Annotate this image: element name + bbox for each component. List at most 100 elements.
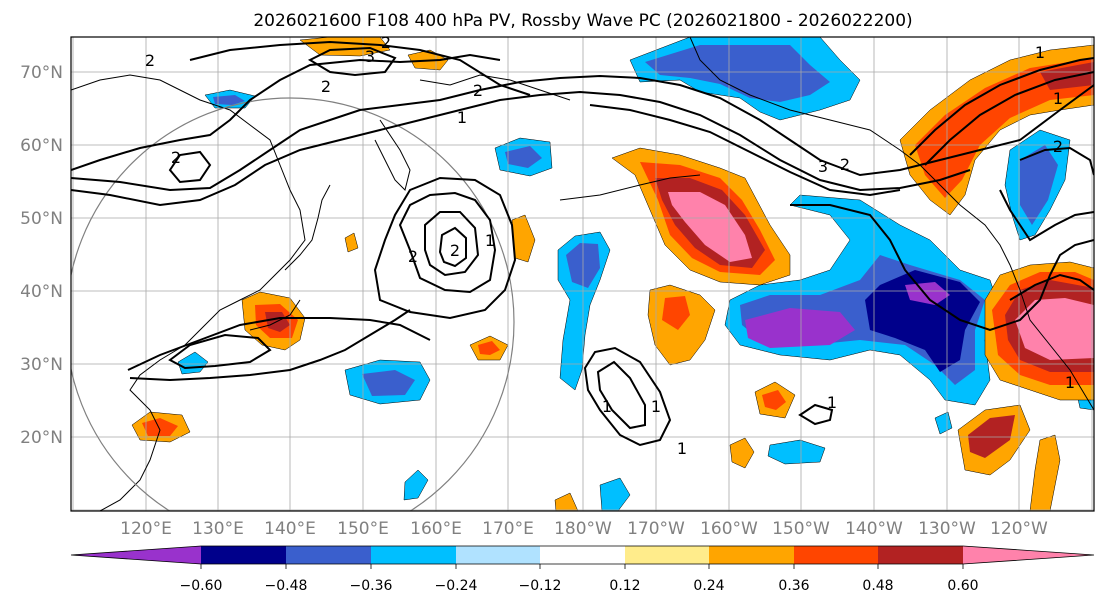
lon-label: 120°E bbox=[120, 519, 172, 539]
latitude-labels: 70°N 60°N 50°N 40°N 30°N 20°N bbox=[20, 63, 63, 448]
lon-label: 160°W bbox=[700, 519, 758, 539]
neg-anomaly-aleutian-small-core bbox=[505, 146, 542, 168]
contour-line-canada-3 bbox=[1019, 146, 1094, 176]
colorbar-swatch bbox=[456, 546, 540, 564]
colorbar-swatch bbox=[878, 546, 963, 564]
neg-anomaly-east-pacific-dark bbox=[865, 270, 980, 372]
map-title: 2026021600 F108 400 hPa PV, Rossby Wave … bbox=[253, 11, 912, 31]
colorbar-tick-label: 0.36 bbox=[778, 578, 809, 594]
contour-label-12: 3 bbox=[818, 157, 828, 176]
pos-anomaly-subtropical-band-core bbox=[662, 296, 690, 330]
lat-label: 60°N bbox=[20, 136, 63, 156]
colorbar-swatch bbox=[709, 546, 794, 564]
pos-anomaly-baja-core bbox=[968, 415, 1015, 458]
contour-line-east-pacific-1 bbox=[790, 204, 1094, 332]
colorbar-tick-label: −0.12 bbox=[519, 578, 562, 594]
colorbar-extend-max bbox=[963, 546, 1094, 564]
contour-label-4: 2 bbox=[381, 33, 391, 52]
colorbar-tick-label: −0.48 bbox=[265, 578, 308, 594]
colorbar-swatch bbox=[371, 546, 456, 564]
pos-anomaly-canada-west-red bbox=[915, 58, 1094, 198]
contour-label-7: 2 bbox=[473, 81, 483, 100]
contour-line-arctic-1 bbox=[71, 53, 501, 171]
neg-anomaly-east-pacific-purple-1 bbox=[745, 308, 855, 348]
longitude-labels: 120°E 130°E 140°E 150°E 160°E 170°E 180°… bbox=[120, 519, 1048, 539]
pos-anomaly-canada-west-darkred bbox=[1040, 62, 1094, 90]
lon-label: 170°E bbox=[482, 519, 534, 539]
neg-anomaly-north-america-core bbox=[1020, 145, 1058, 225]
lat-label: 20°N bbox=[20, 428, 63, 448]
colorbar-swatch bbox=[625, 546, 709, 564]
lon-label: 140°E bbox=[264, 519, 316, 539]
coastline-alaska bbox=[689, 37, 1094, 411]
colorbar-tick-label: −0.36 bbox=[350, 578, 393, 594]
colorbar-extend-min bbox=[71, 546, 201, 564]
colorbar-swatch bbox=[794, 546, 878, 564]
colorbar-tick-label: −0.60 bbox=[180, 578, 223, 594]
contour-line-arctic-2 bbox=[189, 40, 531, 96]
contour-line-low-outer bbox=[373, 176, 517, 320]
contour-label-3: 3 bbox=[365, 47, 375, 66]
lat-label: 70°N bbox=[20, 63, 63, 83]
contour-line-low bbox=[398, 191, 497, 294]
contour-line-trough-2 bbox=[71, 90, 971, 207]
pos-anomaly-us-west-pink bbox=[1015, 298, 1094, 360]
neg-anomaly-hawaii-east bbox=[767, 439, 826, 465]
colorbar-labels: −0.60 −0.48 −0.36 −0.24 −0.12 0.12 0.24 … bbox=[180, 578, 979, 594]
contour-line-low-core bbox=[438, 226, 467, 268]
contour-line-japan-3 bbox=[168, 333, 272, 370]
pos-anomaly-kuril bbox=[344, 232, 359, 253]
neg-anomaly-north-pacific-core bbox=[645, 45, 830, 102]
contour-line-trough-3 bbox=[589, 104, 901, 197]
colorbar-tick-label: 0.12 bbox=[609, 578, 640, 594]
contour-line-central-pacific bbox=[583, 346, 672, 447]
neg-anomaly-subtropics-1 bbox=[403, 469, 429, 501]
contour-label-10: 2 bbox=[450, 241, 460, 260]
lat-label: 40°N bbox=[20, 282, 63, 302]
pos-anomaly-hawaii bbox=[729, 437, 755, 469]
lon-label: 180°W bbox=[554, 519, 612, 539]
lon-label: 130°E bbox=[192, 519, 244, 539]
lon-label: 150°W bbox=[772, 519, 830, 539]
contour-line-east-pacific-3 bbox=[1009, 273, 1094, 301]
colorbar-tick-label: −0.24 bbox=[435, 578, 478, 594]
pos-anomaly-taiwan-core bbox=[142, 418, 178, 436]
contour-line-trough-1 bbox=[71, 74, 1094, 192]
map-frame bbox=[70, 36, 1095, 512]
colorbar-swatch bbox=[540, 546, 625, 564]
lon-label: 120°W bbox=[990, 519, 1048, 539]
contour-label-6: 2 bbox=[321, 77, 331, 96]
contour-label-15: 1 bbox=[1035, 43, 1045, 62]
contour-label-19: 1 bbox=[827, 393, 837, 412]
lon-label: 150°E bbox=[337, 519, 389, 539]
contour-label-8: 2 bbox=[408, 247, 418, 266]
contour-line-japan-2 bbox=[129, 309, 411, 382]
lon-label: 140°W bbox=[845, 519, 903, 539]
contour-line-low-inner bbox=[424, 211, 480, 277]
contour-label-17: 1 bbox=[651, 397, 661, 416]
neg-anomaly-japan-south-core bbox=[362, 370, 415, 396]
contour-line-central-pacific-inner bbox=[596, 360, 646, 430]
pos-anomaly-mexico bbox=[1029, 434, 1061, 511]
positive-anomalies bbox=[131, 37, 1094, 511]
map-panel: 2 2 3 2 1 2 2 2 1 2 2 3 2 1 1 1 1 1 1 1 bbox=[71, 33, 1094, 511]
contour-label-5: 1 bbox=[457, 108, 467, 127]
contour-labels: 2 2 3 2 1 2 2 2 1 2 2 3 2 1 1 1 1 1 1 1 bbox=[145, 33, 1075, 458]
coastline-aleutians bbox=[559, 174, 701, 201]
graticule bbox=[71, 37, 1094, 511]
coastline-kamchatka bbox=[374, 119, 411, 191]
colorbar-swatch bbox=[286, 546, 371, 564]
colorbar-tick-label: 0.60 bbox=[947, 578, 978, 594]
colorbar-tick-label: 0.48 bbox=[862, 578, 893, 594]
colorbar bbox=[70, 545, 1095, 569]
negative-anomalies bbox=[177, 37, 1094, 511]
rossby-wave-contours bbox=[71, 40, 1094, 447]
contour-label-14: 1 bbox=[1053, 89, 1063, 108]
lon-label: 160°E bbox=[410, 519, 462, 539]
lon-label: 170°W bbox=[627, 519, 685, 539]
contour-label-16: 1 bbox=[602, 397, 612, 416]
contour-line-canada-1 bbox=[909, 57, 1094, 156]
pos-anomaly-hawaii-north-core bbox=[762, 390, 786, 410]
